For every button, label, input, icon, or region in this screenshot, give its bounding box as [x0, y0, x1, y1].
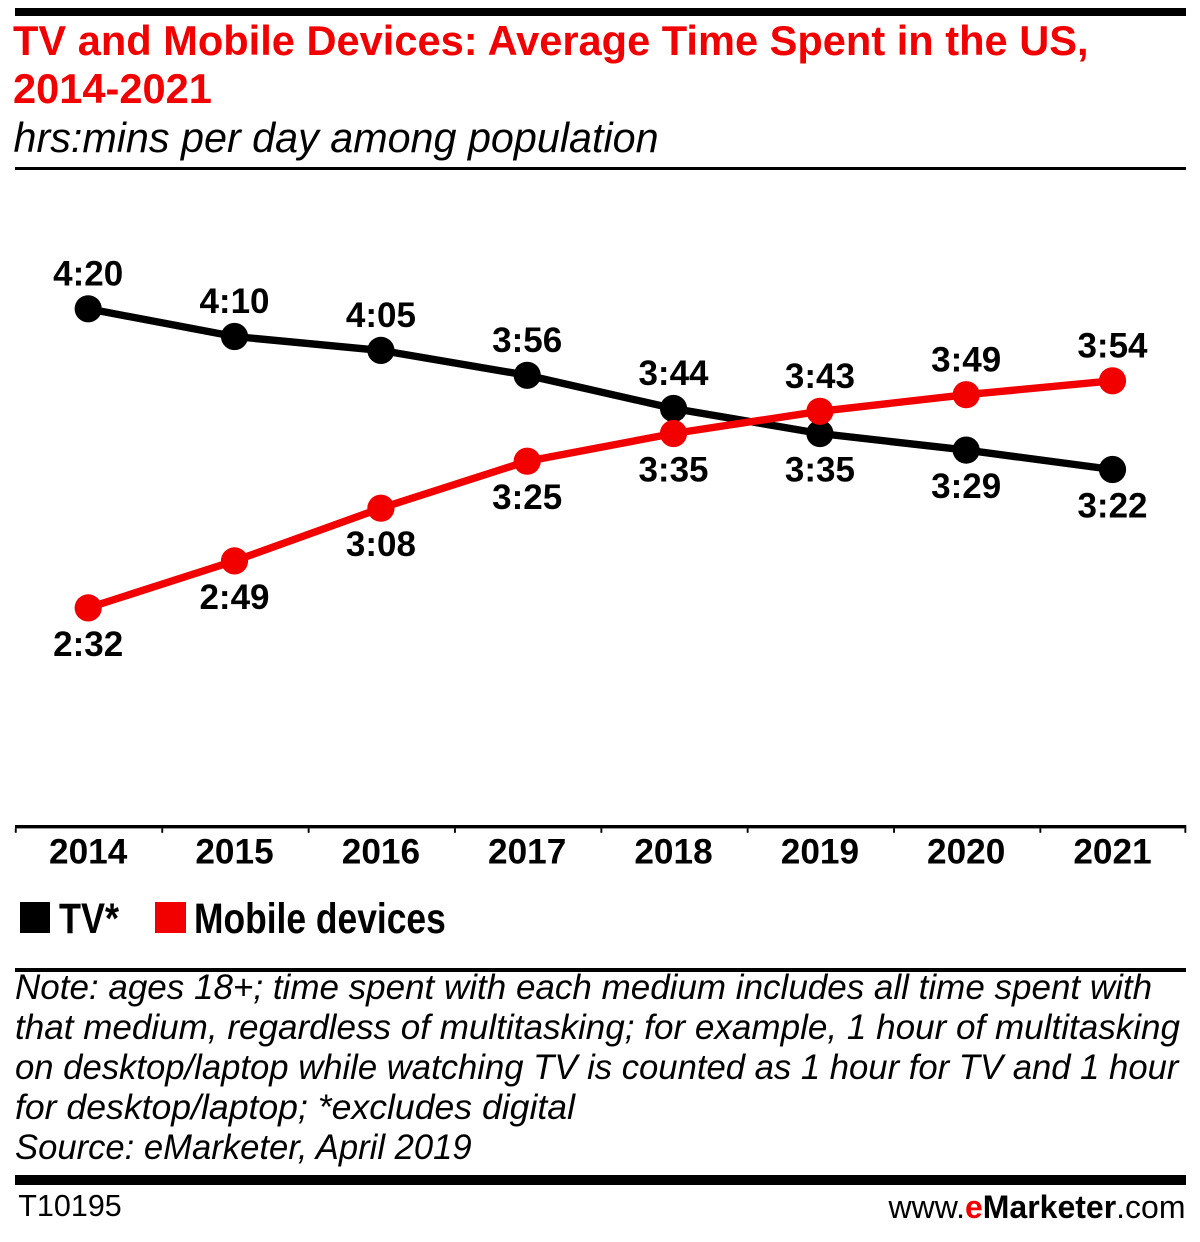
svg-text:2020: 2020	[927, 832, 1005, 871]
svg-text:2017: 2017	[488, 832, 566, 871]
svg-text:2021: 2021	[1073, 832, 1151, 871]
svg-text:3:56: 3:56	[492, 321, 562, 360]
svg-text:4:20: 4:20	[53, 254, 123, 293]
svg-text:2016: 2016	[342, 832, 420, 871]
svg-text:3:43: 3:43	[785, 357, 855, 396]
svg-text:2019: 2019	[781, 832, 859, 871]
svg-text:2018: 2018	[634, 832, 712, 871]
svg-text:4:10: 4:10	[199, 282, 269, 321]
svg-text:3:29: 3:29	[931, 467, 1001, 506]
svg-text:3:25: 3:25	[492, 478, 562, 517]
svg-text:3:22: 3:22	[1077, 487, 1147, 526]
svg-text:2015: 2015	[195, 832, 273, 871]
svg-text:2:49: 2:49	[199, 578, 269, 617]
svg-text:4:05: 4:05	[346, 296, 416, 335]
svg-text:3:35: 3:35	[638, 451, 708, 490]
svg-text:3:49: 3:49	[931, 340, 1001, 379]
svg-text:2014: 2014	[49, 832, 128, 871]
svg-text:2:32: 2:32	[53, 625, 123, 664]
svg-text:3:54: 3:54	[1077, 326, 1148, 365]
svg-text:3:08: 3:08	[346, 525, 416, 564]
svg-text:3:44: 3:44	[638, 354, 709, 393]
svg-text:3:35: 3:35	[785, 451, 855, 490]
